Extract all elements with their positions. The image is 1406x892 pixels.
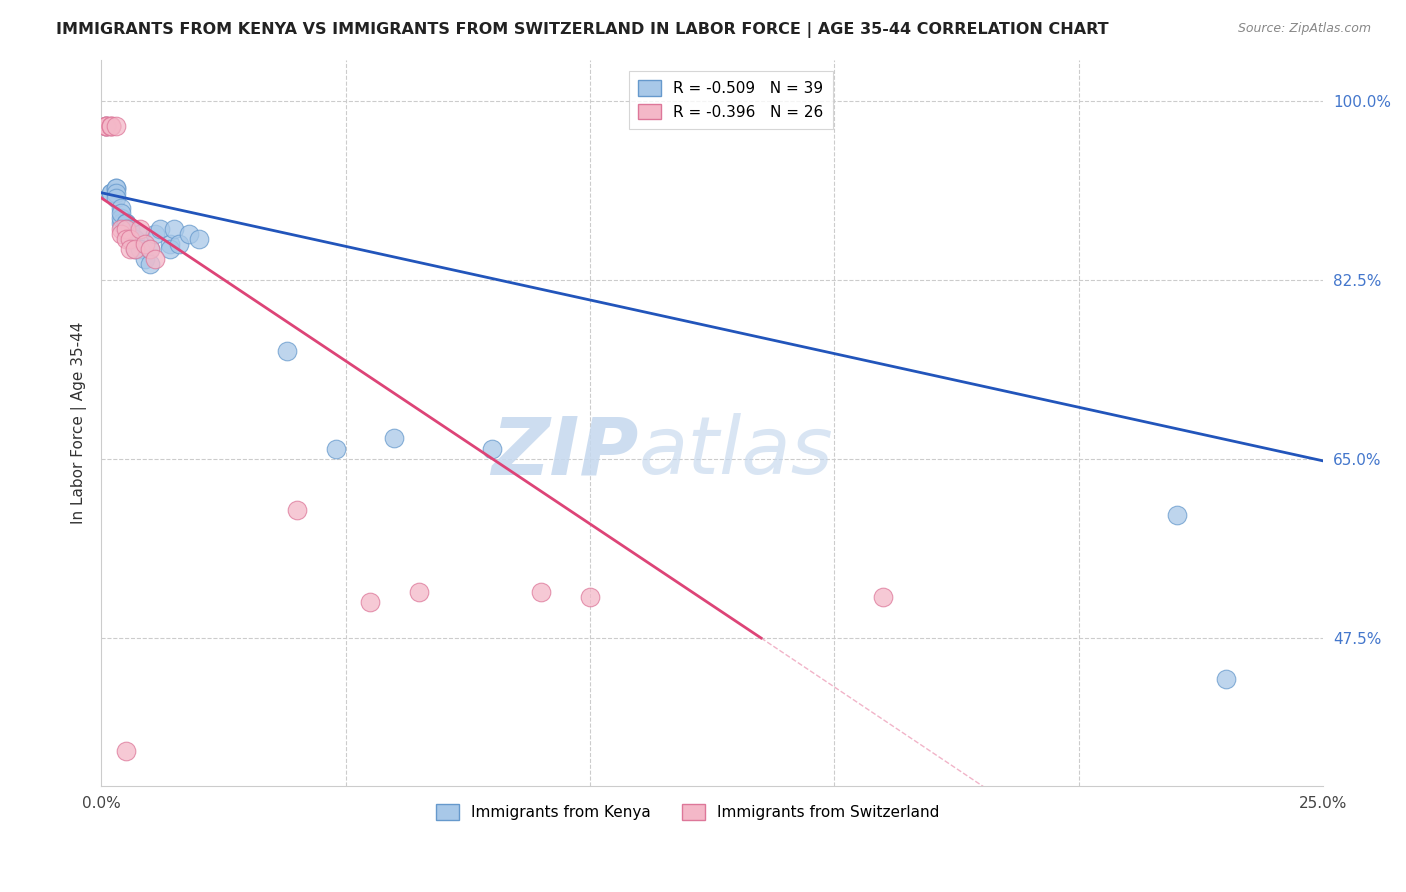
Point: [100, 119, 122, 133]
Point: [110, 227, 132, 241]
Point: [159, 242, 181, 256]
Point: [408, 585, 430, 599]
Point: [114, 744, 136, 758]
Point: [134, 252, 156, 267]
Point: [481, 442, 503, 456]
Point: [110, 201, 132, 215]
Y-axis label: In Labor Force | Age 35-44: In Labor Force | Age 35-44: [72, 322, 87, 524]
Point: [94, 119, 117, 133]
Point: [94, 119, 117, 133]
Point: [139, 242, 162, 256]
Point: [100, 186, 122, 200]
Point: [143, 252, 166, 267]
Point: [120, 242, 142, 256]
Point: [163, 221, 186, 235]
Point: [104, 191, 127, 205]
Point: [285, 503, 308, 517]
Point: [114, 227, 136, 241]
Point: [139, 242, 162, 256]
Point: [530, 585, 553, 599]
Point: [120, 232, 142, 246]
Point: [384, 431, 406, 445]
Point: [104, 180, 127, 194]
Point: [104, 119, 127, 133]
Point: [124, 242, 146, 256]
Point: [94, 119, 117, 133]
Point: [179, 227, 201, 241]
Text: IMMIGRANTS FROM KENYA VS IMMIGRANTS FROM SWITZERLAND IN LABOR FORCE | AGE 35-44 : IMMIGRANTS FROM KENYA VS IMMIGRANTS FROM…: [56, 22, 1109, 38]
Point: [120, 232, 142, 246]
Point: [120, 221, 142, 235]
Text: Source: ZipAtlas.com: Source: ZipAtlas.com: [1237, 22, 1371, 36]
Point: [129, 221, 152, 235]
Point: [169, 236, 191, 251]
Point: [359, 595, 381, 609]
Point: [124, 242, 146, 256]
Point: [100, 119, 122, 133]
Point: [187, 232, 209, 246]
Point: [139, 257, 162, 271]
Point: [114, 221, 136, 235]
Point: [114, 216, 136, 230]
Point: [1215, 672, 1237, 686]
Point: [579, 590, 602, 604]
Point: [159, 236, 181, 251]
Point: [114, 232, 136, 246]
Text: ZIP: ZIP: [492, 413, 638, 491]
Point: [110, 221, 132, 235]
Point: [124, 232, 146, 246]
Point: [114, 221, 136, 235]
Point: [110, 206, 132, 220]
Point: [129, 227, 152, 241]
Point: [143, 227, 166, 241]
Text: atlas: atlas: [638, 413, 834, 491]
Point: [104, 180, 127, 194]
Point: [129, 242, 152, 256]
Point: [114, 216, 136, 230]
Point: [100, 119, 122, 133]
Point: [110, 211, 132, 226]
Legend: Immigrants from Kenya, Immigrants from Switzerland: Immigrants from Kenya, Immigrants from S…: [430, 797, 945, 826]
Point: [149, 221, 172, 235]
Point: [1166, 508, 1188, 523]
Point: [100, 186, 122, 200]
Point: [276, 344, 298, 359]
Point: [110, 216, 132, 230]
Point: [104, 186, 127, 200]
Point: [134, 236, 156, 251]
Point: [325, 442, 347, 456]
Point: [94, 119, 117, 133]
Point: [94, 119, 117, 133]
Point: [872, 590, 894, 604]
